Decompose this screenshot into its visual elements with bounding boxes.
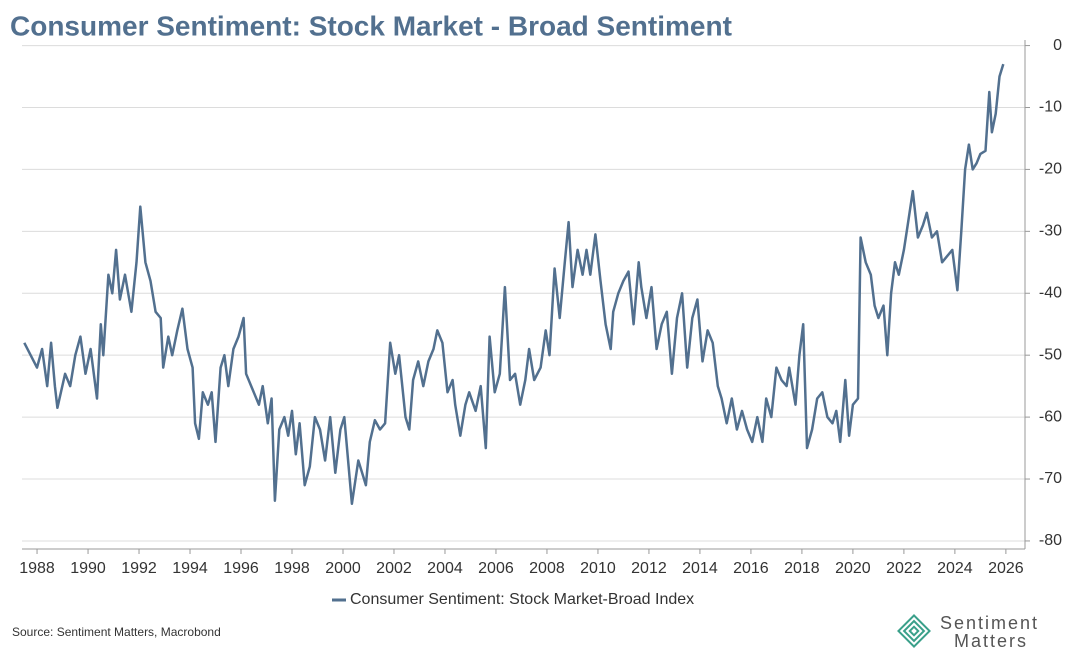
- x-tick-label: 2008: [529, 560, 565, 577]
- x-tick-label: 2002: [376, 560, 412, 577]
- x-tick-label: 2006: [478, 560, 514, 577]
- x-tick-label: 2000: [325, 560, 361, 577]
- series-line: [23, 63, 1005, 506]
- x-tick-label: 2004: [427, 560, 463, 577]
- legend-label: Consumer Sentiment: Stock Market-Broad I…: [350, 591, 694, 608]
- chart-title: Consumer Sentiment: Stock Market - Broad…: [10, 10, 732, 41]
- y-tick-label: 0: [1053, 37, 1062, 54]
- y-tick-label: -40: [1039, 284, 1062, 301]
- y-tick-label: -70: [1039, 470, 1062, 487]
- y-tick-label: -20: [1039, 161, 1062, 178]
- x-tick-label: 2018: [784, 560, 820, 577]
- y-tick-label: -60: [1039, 408, 1062, 425]
- y-tick-label: -10: [1039, 99, 1062, 116]
- y-tick-label: -80: [1039, 532, 1062, 549]
- brand-line: Sentiment: [940, 613, 1039, 633]
- x-tick-label: 1996: [223, 560, 259, 577]
- x-tick-label: 2020: [835, 560, 871, 577]
- brand-logo: [897, 614, 931, 648]
- x-tick-label: 1992: [121, 560, 157, 577]
- x-tick-label: 2014: [682, 560, 718, 577]
- x-tick-label: 2022: [886, 560, 922, 577]
- y-tick-label: -50: [1039, 346, 1062, 363]
- x-tick-label: 2026: [988, 560, 1024, 577]
- x-tick-label: 1988: [19, 560, 55, 577]
- x-tick-label: 1998: [274, 560, 310, 577]
- y-tick-label: -30: [1039, 223, 1062, 240]
- x-tick-label: 1990: [70, 560, 106, 577]
- source: Source: Sentiment Matters, Macrobond: [12, 625, 221, 639]
- x-tick-label: 1994: [172, 560, 208, 577]
- x-tick-label: 2012: [631, 560, 667, 577]
- brand-line: Matters: [954, 631, 1028, 651]
- x-tick-label: 2016: [733, 560, 769, 577]
- x-tick-label: 2024: [937, 560, 973, 577]
- x-tick-label: 2010: [580, 560, 616, 577]
